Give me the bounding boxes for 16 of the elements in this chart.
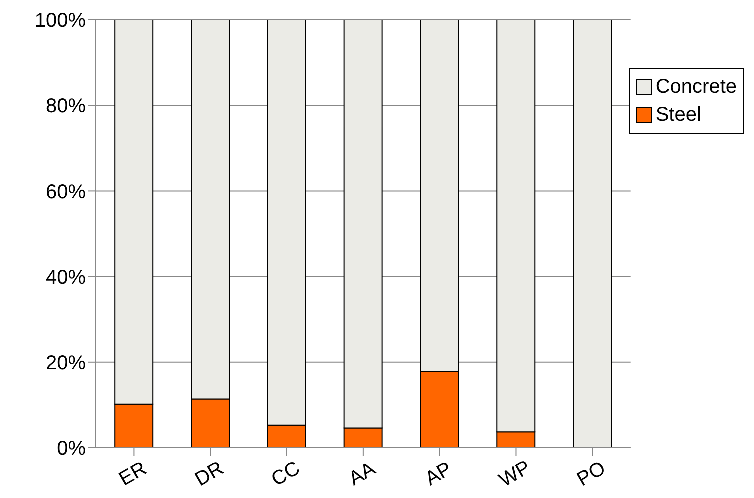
y-tick-label: 80% — [46, 96, 86, 118]
bar — [573, 20, 612, 448]
x-tick-label: AA — [345, 458, 380, 490]
legend-label: Concrete — [654, 75, 737, 100]
y-tick-label: 100% — [34, 10, 86, 32]
x-tick-label: WP — [496, 456, 535, 492]
legend-label: Steel — [654, 103, 702, 128]
x-tick-label: ER — [116, 458, 151, 491]
x-tick-label: AP — [422, 458, 456, 490]
x-tick-label: DR — [192, 458, 228, 492]
x-tick-label: PO — [574, 458, 610, 492]
y-tick-label: 0% — [57, 438, 86, 460]
x-tick-label: CC — [268, 458, 304, 492]
y-tick-label: 40% — [46, 266, 86, 289]
y-tick-label: 20% — [46, 352, 86, 374]
y-tick-label: 60% — [46, 181, 86, 204]
